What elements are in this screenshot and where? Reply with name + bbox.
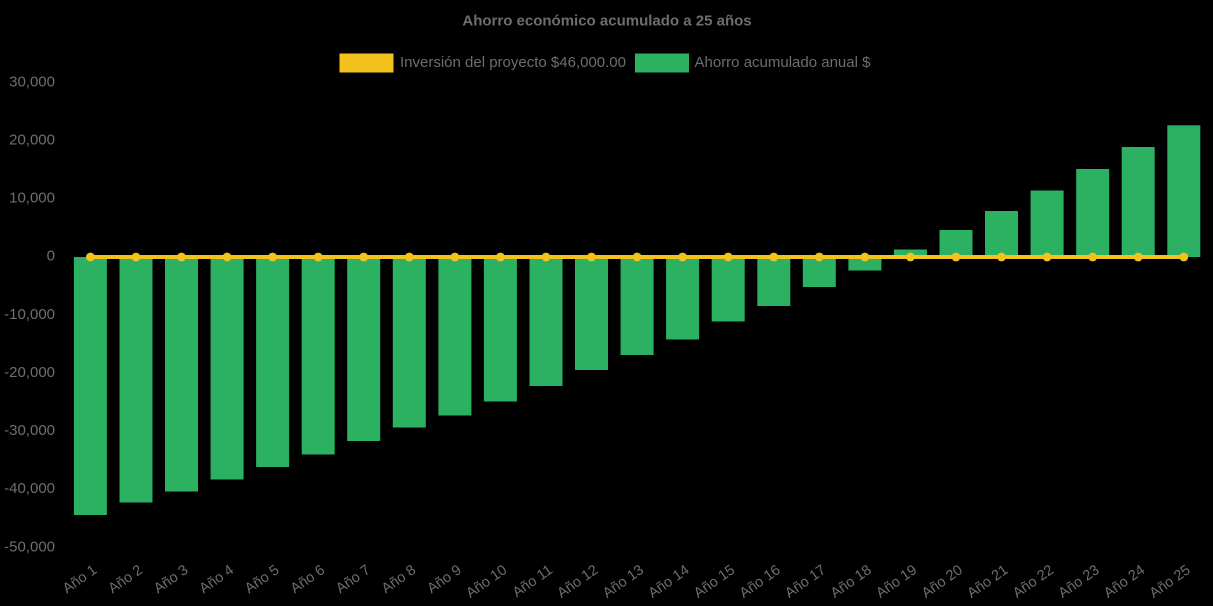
svg-text:-40,000: -40,000 [4,480,55,497]
svg-text:30,000: 30,000 [9,73,55,90]
svg-text:Ahorro económico acumulado a 2: Ahorro económico acumulado a 25 años [462,13,751,30]
svg-text:-20,000: -20,000 [4,364,55,381]
svg-text:0: 0 [47,248,55,265]
svg-text:20,000: 20,000 [9,132,55,149]
svg-text:-30,000: -30,000 [4,422,55,439]
svg-text:Ahorro acumulado anual $: Ahorro acumulado anual $ [695,54,872,71]
svg-text:-10,000: -10,000 [4,306,55,323]
svg-text:10,000: 10,000 [9,190,55,207]
svg-text:-50,000: -50,000 [4,538,55,555]
svg-text:Inversión del proyecto $46,000: Inversión del proyecto $46,000.00 [400,54,626,71]
